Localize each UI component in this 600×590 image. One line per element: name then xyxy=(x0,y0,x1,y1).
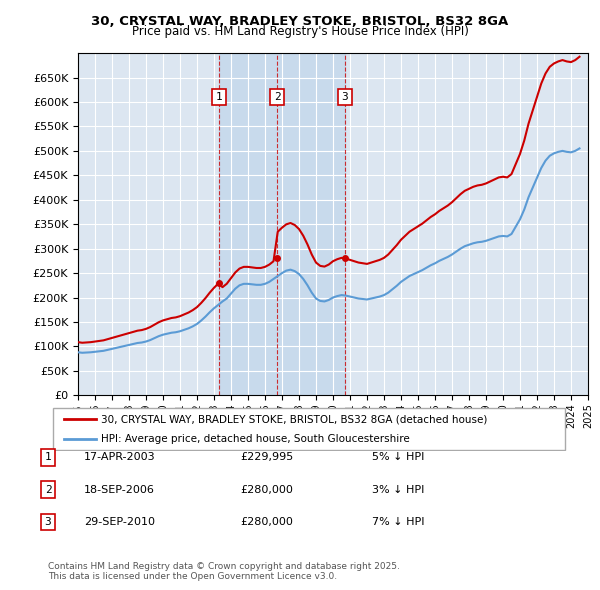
Text: 17-APR-2003: 17-APR-2003 xyxy=(84,453,155,462)
FancyBboxPatch shape xyxy=(53,408,565,451)
Text: 3: 3 xyxy=(341,92,349,102)
Text: 7% ↓ HPI: 7% ↓ HPI xyxy=(372,517,425,527)
Text: £280,000: £280,000 xyxy=(240,517,293,527)
Text: £280,000: £280,000 xyxy=(240,485,293,494)
Text: 30, CRYSTAL WAY, BRADLEY STOKE, BRISTOL, BS32 8GA (detached house): 30, CRYSTAL WAY, BRADLEY STOKE, BRISTOL,… xyxy=(101,415,487,424)
Text: 1: 1 xyxy=(215,92,223,102)
Text: 3% ↓ HPI: 3% ↓ HPI xyxy=(372,485,424,494)
Text: 30, CRYSTAL WAY, BRADLEY STOKE, BRISTOL, BS32 8GA: 30, CRYSTAL WAY, BRADLEY STOKE, BRISTOL,… xyxy=(91,15,509,28)
Text: 3: 3 xyxy=(44,517,52,527)
Text: HPI: Average price, detached house, South Gloucestershire: HPI: Average price, detached house, Sout… xyxy=(101,434,410,444)
Bar xyxy=(219,53,345,395)
Text: 2: 2 xyxy=(274,92,280,102)
Text: 18-SEP-2006: 18-SEP-2006 xyxy=(84,485,155,494)
Text: £229,995: £229,995 xyxy=(240,453,293,462)
Text: 29-SEP-2010: 29-SEP-2010 xyxy=(84,517,155,527)
Text: Price paid vs. HM Land Registry's House Price Index (HPI): Price paid vs. HM Land Registry's House … xyxy=(131,25,469,38)
Text: 1: 1 xyxy=(44,453,52,462)
Text: 2: 2 xyxy=(44,485,52,494)
Text: Contains HM Land Registry data © Crown copyright and database right 2025.
This d: Contains HM Land Registry data © Crown c… xyxy=(48,562,400,581)
Text: 5% ↓ HPI: 5% ↓ HPI xyxy=(372,453,424,462)
